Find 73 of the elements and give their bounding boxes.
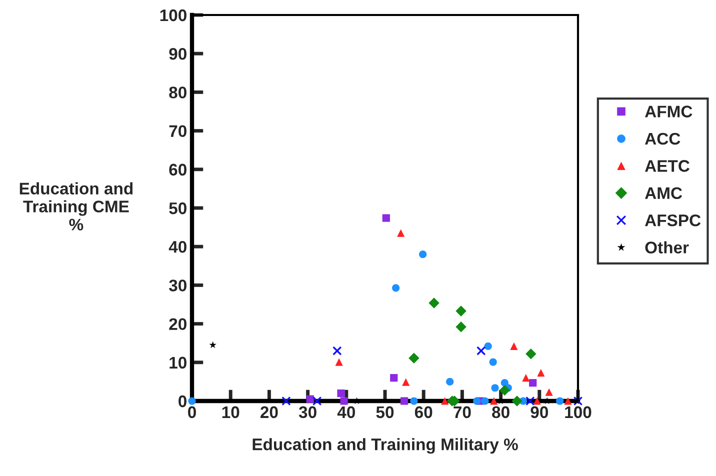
point xyxy=(410,397,418,405)
point xyxy=(340,397,348,405)
point xyxy=(306,395,314,403)
point xyxy=(491,384,499,392)
point xyxy=(428,298,440,308)
point xyxy=(446,378,454,386)
y-tick-label: 90 xyxy=(169,48,186,60)
point xyxy=(397,229,405,237)
point xyxy=(400,397,408,405)
legend-label: AETC xyxy=(644,160,690,172)
point xyxy=(337,389,345,398)
point xyxy=(402,378,410,386)
point xyxy=(489,358,497,366)
point xyxy=(556,397,564,405)
x-tick-label: 0 xyxy=(188,406,196,418)
y-tick-label: 80 xyxy=(169,86,186,98)
x-tick-label: 10 xyxy=(222,406,240,418)
point xyxy=(522,374,530,382)
point xyxy=(332,346,342,356)
point xyxy=(456,306,466,316)
x-tick-label: 90 xyxy=(530,406,548,418)
y-tick-label: 40 xyxy=(168,241,186,253)
x-tick-label: 100 xyxy=(565,406,592,418)
point xyxy=(473,397,481,405)
point xyxy=(490,397,498,405)
x-tick-label: 20 xyxy=(260,406,278,418)
y-tick-label: 100 xyxy=(160,9,186,22)
point xyxy=(537,369,545,377)
point xyxy=(529,379,537,387)
point xyxy=(512,396,522,406)
y-tick-label: 0 xyxy=(178,395,186,408)
point xyxy=(408,352,420,364)
point xyxy=(573,396,583,406)
point xyxy=(476,346,486,356)
legend-label: ACC xyxy=(644,132,680,145)
point xyxy=(419,250,427,258)
x-tick-label: 30 xyxy=(298,406,316,418)
point xyxy=(382,214,390,222)
x-tick-label: 40 xyxy=(337,406,355,418)
point xyxy=(564,397,572,405)
y-tick-label: 30 xyxy=(168,280,186,292)
point xyxy=(441,397,449,405)
point xyxy=(526,348,536,360)
point xyxy=(282,396,291,406)
x-tick-label: 80 xyxy=(492,406,510,418)
point xyxy=(392,284,400,292)
y-tick-label: 50 xyxy=(169,202,186,214)
point xyxy=(209,341,216,348)
point xyxy=(484,342,492,350)
point xyxy=(390,374,398,382)
legend-label: AFMC xyxy=(644,106,692,118)
y-axis-title: Education and Training CME % xyxy=(20,182,133,230)
point xyxy=(525,396,535,406)
x-tick-label: 70 xyxy=(454,406,471,418)
point xyxy=(312,396,322,406)
x-tick-label: 60 xyxy=(414,406,432,418)
x-axis-title: Education and Training Military % xyxy=(252,438,518,454)
point xyxy=(545,388,553,396)
y-tick-label: 60 xyxy=(169,164,186,176)
point xyxy=(335,358,343,366)
point xyxy=(456,322,466,332)
legend-label: Other xyxy=(645,241,689,254)
y-tick-label: 70 xyxy=(169,125,186,138)
x-tick-label: 50 xyxy=(376,406,394,418)
point xyxy=(481,397,489,405)
legend-label: AFSPC xyxy=(644,214,701,226)
point xyxy=(499,384,510,396)
legend-label: AMC xyxy=(644,187,682,200)
y-tick-label: 20 xyxy=(169,318,186,330)
y-tick-label: 10 xyxy=(170,356,186,369)
point xyxy=(510,342,518,350)
point xyxy=(188,397,196,405)
point xyxy=(533,397,541,405)
